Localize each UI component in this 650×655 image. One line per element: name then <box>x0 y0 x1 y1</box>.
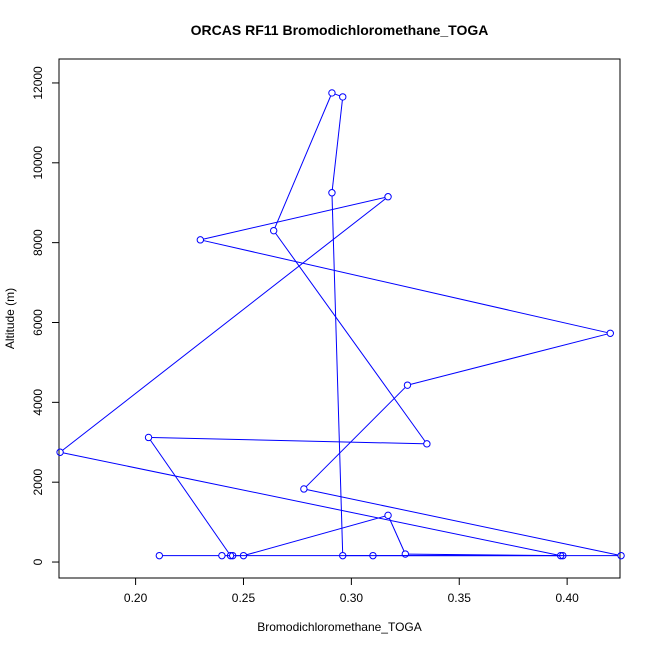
data-point <box>228 551 237 560</box>
data-point <box>369 551 377 560</box>
data-point <box>269 226 278 235</box>
data-point <box>606 329 614 337</box>
x-tick-label: 0.25 <box>232 591 256 605</box>
series-segment <box>331 195 344 553</box>
series-segment <box>305 387 406 488</box>
x-tick-label: 0.35 <box>448 591 472 605</box>
series-segment <box>388 518 405 552</box>
x-tick-label: 0.40 <box>555 591 579 605</box>
data-point <box>559 551 567 560</box>
data-point <box>403 381 412 389</box>
data-point <box>155 551 164 560</box>
series-segment <box>149 439 230 554</box>
y-tick-label: 4000 <box>31 389 45 416</box>
data-point <box>56 448 64 456</box>
series-points <box>56 89 625 560</box>
series-segment <box>63 452 558 556</box>
data-point <box>196 236 205 244</box>
series-segment <box>334 93 340 97</box>
chart-title: ORCAS RF11 Bromodichloromethane_TOGA <box>191 22 489 38</box>
data-point <box>556 551 565 560</box>
data-point <box>384 193 392 201</box>
data-point <box>339 93 347 101</box>
data-point <box>300 485 308 493</box>
data-point <box>617 551 625 560</box>
y-tick-label: 8000 <box>31 229 45 256</box>
series-segment <box>62 198 386 451</box>
series-segment <box>306 489 619 556</box>
series-segment <box>246 515 386 556</box>
data-point <box>384 511 392 520</box>
data-point <box>239 551 248 560</box>
series-segment <box>203 240 608 334</box>
y-tick-label: 6000 <box>31 309 45 336</box>
y-tick-label: 10000 <box>31 146 45 180</box>
y-tick-label: 0 <box>31 558 45 565</box>
series-segment <box>275 232 426 442</box>
x-axis-label: Bromodichloromethane_TOGA <box>257 620 422 634</box>
x-tick-label: 0.20 <box>124 591 148 605</box>
data-point <box>328 189 336 197</box>
data-point <box>226 551 235 560</box>
series-segment <box>274 95 332 228</box>
x-tick-label: 0.30 <box>340 591 364 605</box>
series-segment <box>203 196 386 240</box>
series-segment <box>331 100 343 190</box>
series-segment <box>151 437 424 445</box>
data-point <box>423 440 431 448</box>
data-point <box>218 551 226 560</box>
x-axis: 0.20 0.25 0.30 0.35 0.40 <box>124 577 579 605</box>
data-point <box>339 551 347 560</box>
series-segment <box>410 333 608 385</box>
y-tick-label: 2000 <box>31 469 45 496</box>
data-point <box>144 433 153 442</box>
data-point <box>328 89 336 97</box>
y-tick-label: 12000 <box>31 66 45 100</box>
y-axis-label: Altitude (m) <box>3 288 17 349</box>
y-axis: 0 2000 4000 6000 8000 10000 12000 <box>31 66 60 565</box>
series-line <box>62 93 619 557</box>
data-point <box>401 550 410 558</box>
